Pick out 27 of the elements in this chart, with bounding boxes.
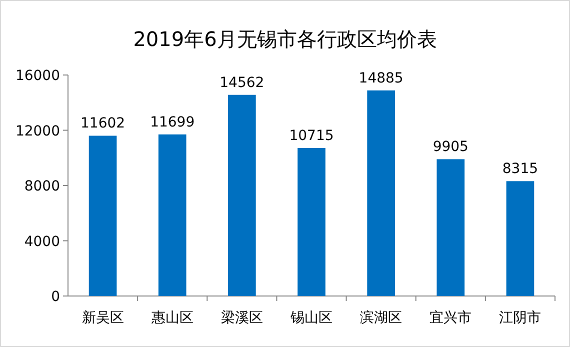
y-tick-label: 0 bbox=[51, 289, 60, 305]
x-tick-label: 江阴市 bbox=[499, 310, 542, 326]
data-label: 14562 bbox=[220, 74, 264, 91]
data-label: 11699 bbox=[150, 114, 195, 130]
chart-title: 2019年6月无锡市各行政区均价表 bbox=[133, 27, 437, 51]
y-tick-label: 12000 bbox=[15, 123, 60, 140]
x-tick-label: 新吴区 bbox=[82, 310, 124, 326]
bar bbox=[436, 159, 465, 296]
x-tick-label: 滨湖区 bbox=[360, 310, 402, 326]
x-tick-label: 梁溪区 bbox=[220, 310, 263, 326]
bar bbox=[158, 134, 186, 296]
bar bbox=[298, 148, 326, 296]
data-label: 11602 bbox=[80, 116, 126, 132]
y-tick-label: 4000 bbox=[24, 234, 60, 250]
bar bbox=[506, 181, 534, 296]
data-label: 10715 bbox=[289, 128, 334, 144]
data-label: 9905 bbox=[432, 139, 468, 156]
x-tick-label: 宜兴市 bbox=[430, 310, 472, 326]
data-label: 14885 bbox=[358, 70, 404, 86]
y-tick-label: 8000 bbox=[24, 178, 60, 194]
bar bbox=[228, 94, 256, 296]
y-tick-label: 16000 bbox=[15, 68, 60, 84]
data-label: 8315 bbox=[502, 161, 538, 178]
x-tick-label: 惠山区 bbox=[150, 310, 194, 326]
bar bbox=[88, 136, 117, 296]
x-tick-label: 锡山区 bbox=[290, 310, 332, 326]
bar bbox=[367, 90, 395, 296]
